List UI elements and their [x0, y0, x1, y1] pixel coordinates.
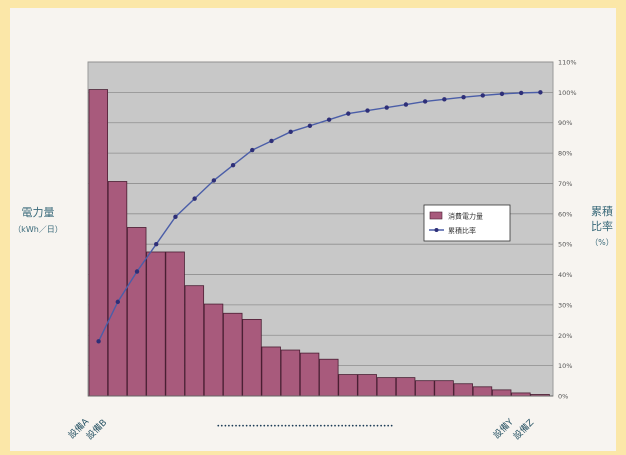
bar: [146, 251, 166, 397]
legend-bar-label: 消費電力量: [448, 212, 483, 221]
cumulative-point: [154, 241, 159, 247]
cumulative-point: [461, 95, 466, 100]
cumulative-point: [307, 123, 313, 128]
cumulative-point: [288, 129, 293, 135]
bar: [357, 374, 377, 397]
cumulative-point: [365, 108, 370, 113]
left-axis-label-line1: 電力量: [22, 206, 55, 219]
cumulative-point: [134, 269, 140, 274]
cumulative-point: [346, 111, 351, 116]
bar: [491, 389, 512, 397]
right-tick-label: 100%: [558, 89, 577, 97]
left-axis-label-line2: （kWh／日）: [13, 225, 63, 234]
cumulative-point: [384, 105, 389, 110]
right-tick-label: 30%: [558, 301, 572, 309]
gridlines: [88, 61, 553, 367]
cumulative-point: [538, 90, 543, 95]
right-tick-label: 0%: [558, 393, 568, 401]
right-tick-label: 80%: [558, 150, 572, 158]
bar: [107, 181, 128, 397]
right-axis-label: 累積 比率 （%）: [590, 204, 614, 247]
cumulative-point: [326, 117, 332, 122]
cumulative-polyline: [97, 91, 541, 342]
bar: [338, 374, 358, 397]
legend: 消費電力量 累積比率: [423, 204, 511, 242]
cumulative-point: [269, 138, 274, 144]
cumulative-point: [442, 97, 447, 102]
right-tick-label: 40%: [558, 271, 572, 279]
cumulative-point: [480, 93, 485, 98]
right-tick-label: 10%: [558, 362, 572, 370]
left-axis-label: 電力量 （kWh／日）: [13, 206, 63, 234]
bar: [165, 251, 185, 397]
right-axis-label-line1: 累積: [591, 204, 613, 218]
cumulative-line: [96, 90, 543, 344]
cumulative-point: [211, 178, 217, 183]
cumulative-point: [115, 299, 121, 305]
cumulative-point: [173, 214, 178, 220]
bars: [88, 89, 550, 397]
x-axis-ellipsis: ••••••••••••••••••••••••••••••••••••••••…: [217, 423, 394, 430]
bar: [280, 349, 301, 397]
cumulative-point: [518, 90, 524, 96]
cumulative-point: [250, 147, 255, 153]
legend-box: [423, 204, 511, 242]
bar: [376, 377, 397, 397]
legend-line-label: 累積比率: [448, 226, 476, 235]
bar: [88, 89, 109, 397]
bar: [453, 383, 473, 397]
bar: [261, 346, 281, 397]
bar: [203, 303, 224, 397]
right-tick-label: 60%: [558, 210, 572, 218]
bar: [223, 312, 243, 397]
cumulative-point: [499, 91, 505, 97]
right-axis-label-line2: 比率: [591, 219, 613, 233]
bar: [415, 380, 435, 397]
right-tick-label: 20%: [558, 332, 572, 340]
bar: [242, 318, 262, 397]
cumulative-point: [422, 99, 428, 104]
right-tick-label: 90%: [558, 119, 572, 127]
right-tick-label: 50%: [558, 241, 572, 249]
cumulative-point: [96, 339, 101, 344]
right-axis-ticks: 0% 10% 20% 30% 40% 50% 60% 70% 80% 90% 100% 110%: [558, 59, 577, 401]
bar: [434, 380, 454, 397]
right-tick-label: 110%: [558, 59, 577, 67]
bar: [184, 285, 205, 397]
bar: [299, 352, 320, 397]
cumulative-point: [403, 102, 409, 107]
right-tick-label: 70%: [558, 180, 572, 188]
legend-line-marker: [434, 228, 439, 232]
legend-bar-swatch: [429, 211, 443, 220]
cumulative-point: [230, 163, 236, 168]
cumulative-point: [192, 196, 197, 201]
bar: [472, 386, 493, 397]
bar: [395, 377, 416, 397]
bar: [319, 358, 339, 397]
right-axis-label-line3: （%）: [590, 238, 614, 247]
bar: [127, 227, 147, 397]
